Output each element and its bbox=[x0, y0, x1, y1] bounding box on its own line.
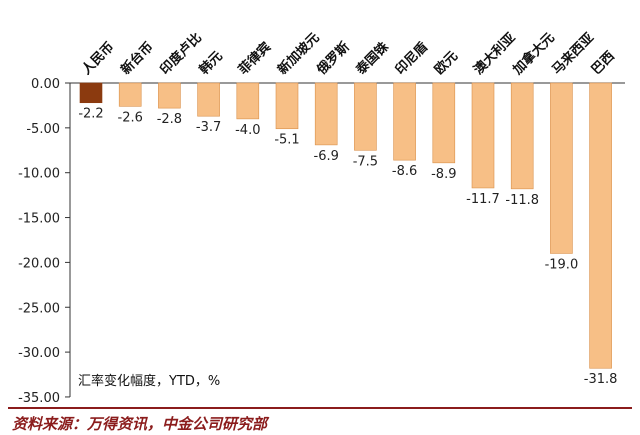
bar bbox=[118, 82, 142, 107]
category-label: 加拿大元 bbox=[509, 30, 558, 79]
chart-annotation: 汇率变化幅度，YTD，% bbox=[78, 373, 220, 389]
bar bbox=[510, 82, 534, 190]
y-axis: 0.00 -5.00 -10.00 -15.00 -20.00 -25.00 -30.00 -… bbox=[18, 77, 625, 405]
source-note: 资料来源：万得资讯，中金公司研究部 bbox=[12, 415, 268, 433]
category-label: 印尼盾 bbox=[392, 39, 431, 78]
bar bbox=[393, 82, 416, 161]
data-label: -6.9 bbox=[314, 149, 339, 164]
bar bbox=[236, 82, 260, 120]
category-label: 新加坡元 bbox=[275, 30, 323, 78]
bar bbox=[471, 82, 495, 189]
category-label: 马来西亚 bbox=[549, 30, 597, 78]
bar bbox=[314, 82, 338, 146]
footer-rule bbox=[8, 407, 632, 409]
data-label: -11.7 bbox=[466, 192, 500, 207]
data-label: -31.8 bbox=[584, 372, 618, 387]
y-tick-label: -10.00 bbox=[18, 167, 60, 182]
y-tick-label: -35.00 bbox=[18, 391, 60, 405]
data-label: -11.8 bbox=[505, 193, 539, 208]
category-label: 菲律宾 bbox=[235, 39, 274, 78]
bar bbox=[197, 82, 220, 117]
bar bbox=[550, 82, 573, 254]
data-label: -2.6 bbox=[118, 110, 143, 125]
bars bbox=[79, 82, 612, 369]
data-labels: -2.2 -2.6 -2.8 -3.7 -4.0 -5.1 -6.9 -7.5 -8.6 -8.9… bbox=[78, 107, 617, 388]
data-label: -8.9 bbox=[431, 167, 456, 182]
category-label: 泰国铢 bbox=[352, 38, 392, 78]
bar bbox=[354, 82, 377, 151]
category-label: 欧元 bbox=[431, 48, 461, 78]
bar bbox=[79, 82, 103, 104]
data-label: -2.8 bbox=[157, 112, 182, 127]
bar bbox=[158, 82, 181, 109]
category-label: 韩元 bbox=[196, 48, 226, 78]
y-tick-label: -30.00 bbox=[18, 346, 60, 361]
bar-chart: 0.00 -5.00 -10.00 -15.00 -20.00 -25.00 -30.00 -… bbox=[18, 30, 625, 405]
category-label: 俄罗斯 bbox=[313, 39, 353, 79]
y-tick-label: -20.00 bbox=[18, 256, 60, 271]
category-label: 印度卢比 bbox=[157, 30, 205, 78]
data-label: -19.0 bbox=[545, 257, 579, 272]
data-label: -7.5 bbox=[353, 154, 378, 169]
category-label: 人民币 bbox=[79, 39, 118, 78]
y-tick-label: -5.00 bbox=[26, 122, 60, 137]
bar bbox=[275, 82, 299, 130]
category-label: 澳大利亚 bbox=[471, 30, 519, 78]
data-label: -5.1 bbox=[274, 133, 299, 148]
data-label: -2.2 bbox=[78, 107, 103, 122]
bar bbox=[589, 82, 612, 369]
category-label: 新台币 bbox=[118, 39, 157, 78]
bar bbox=[432, 82, 456, 164]
category-label: 巴西 bbox=[589, 49, 618, 78]
data-label: -8.6 bbox=[392, 164, 417, 179]
data-label: -3.7 bbox=[196, 120, 221, 135]
y-tick-label: -25.00 bbox=[18, 301, 60, 316]
y-tick-label: -15.00 bbox=[18, 212, 60, 227]
y-tick-label: 0.00 bbox=[31, 77, 60, 92]
data-label: -4.0 bbox=[235, 123, 260, 138]
